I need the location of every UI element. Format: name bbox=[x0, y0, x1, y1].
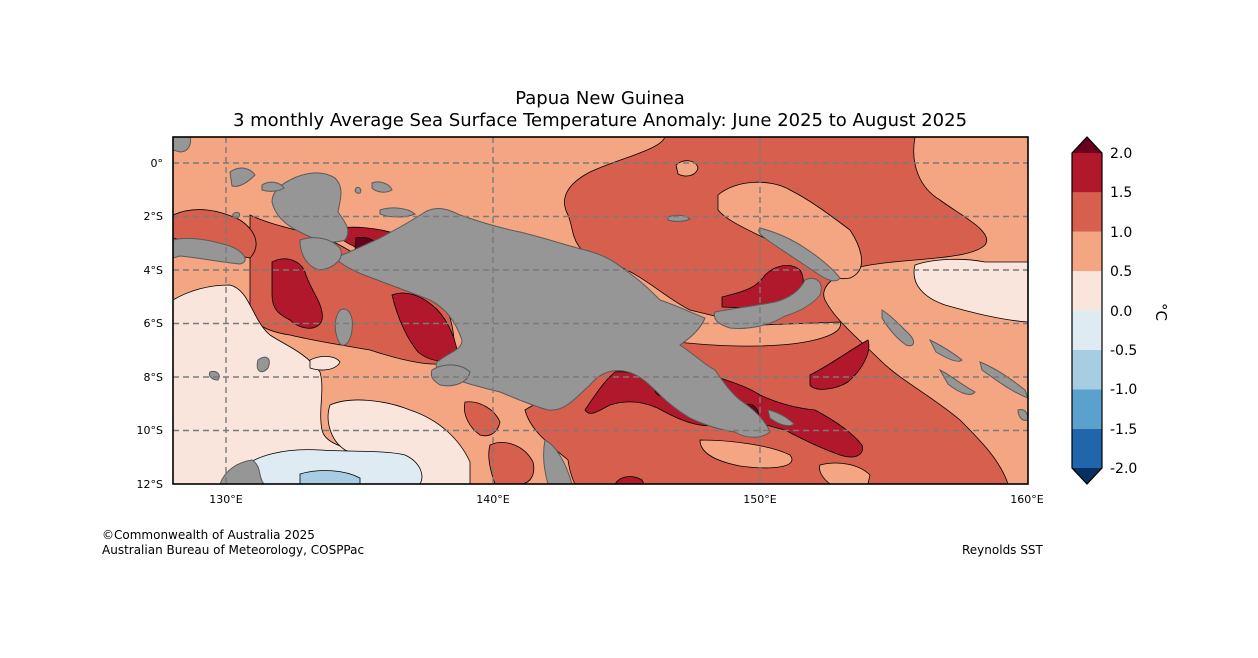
yapen-island bbox=[379, 207, 416, 218]
arnhem-land bbox=[219, 459, 265, 484]
louisiade-islands bbox=[767, 409, 795, 427]
colorbar-band-m2-0-m1-5 bbox=[1072, 428, 1102, 468]
lon-label-150e: 150°E bbox=[743, 493, 776, 506]
colorbar-tick-m2-0: -2.0 bbox=[1110, 461, 1137, 477]
colorbar-tick-2-0: 2.0 bbox=[1110, 146, 1132, 162]
colorbar-tick-m0-5: -0.5 bbox=[1110, 343, 1137, 359]
small-island-c bbox=[1017, 409, 1028, 421]
anomaly-0-5-1-0-region-east bbox=[823, 137, 1028, 484]
organisation-text: Australian Bureau of Meteorology, COSPPa… bbox=[102, 543, 365, 557]
colorbar-unit-label: °C bbox=[1152, 303, 1170, 321]
data-source-text: Reynolds SST bbox=[962, 543, 1043, 557]
lat-label-8s: 8°S bbox=[144, 371, 163, 384]
lat-label-10s: 10°S bbox=[137, 424, 163, 437]
lat-label-6s: 6°S bbox=[144, 317, 163, 330]
solomon-islands-c bbox=[979, 361, 1028, 399]
small-island-b bbox=[232, 211, 241, 219]
bomberai-peninsula bbox=[299, 237, 342, 271]
map-frame bbox=[172, 136, 1029, 485]
colorbar-tick-1-5: 1.5 bbox=[1110, 185, 1132, 201]
chart-subtitle: 3 monthly Average Sea Surface Temperatur… bbox=[232, 110, 968, 131]
chart-title: Papua New Guinea bbox=[515, 88, 685, 109]
small-island-d bbox=[209, 371, 220, 381]
colorbar-tick-0-5: 0.5 bbox=[1110, 264, 1132, 280]
colorbar-tick-1-0: 1.0 bbox=[1110, 225, 1132, 241]
anomaly-1-5-2-0-region-gulf-west bbox=[271, 258, 323, 329]
solomon-islands-a bbox=[928, 338, 963, 362]
anomaly-m0-5-0-0-region bbox=[234, 449, 423, 484]
colorbar-band-1-0-1-5 bbox=[1072, 192, 1102, 232]
lat-label-12s: 12°S bbox=[137, 478, 163, 491]
anomaly-0-5-1-0-region-south bbox=[699, 439, 793, 469]
anomaly-1-5-2-0-region-coral-sea bbox=[614, 476, 645, 484]
colorbar bbox=[1071, 136, 1103, 485]
cape-york-peninsula bbox=[543, 439, 573, 484]
aru-islands bbox=[334, 308, 353, 346]
buru-island bbox=[173, 137, 191, 153]
small-island-a bbox=[354, 187, 362, 194]
colorbar-band-m1-0-m0-5 bbox=[1072, 350, 1102, 390]
biak-island bbox=[371, 181, 393, 193]
new-guinea-island bbox=[334, 208, 771, 438]
bougainville-island bbox=[881, 309, 914, 347]
anomaly-0-0-0-5-region-east bbox=[913, 258, 1028, 323]
lon-label-160e: 160°E bbox=[1010, 493, 1043, 506]
solomon-islands-b bbox=[938, 368, 976, 395]
anomaly-1-0-1-5-patch-coral bbox=[463, 401, 501, 437]
colorbar-over-arrow bbox=[1072, 137, 1102, 153]
colorbar-tick-m1-5: -1.5 bbox=[1110, 422, 1137, 438]
waigeo-island bbox=[261, 181, 285, 192]
frederik-hendrik-island bbox=[430, 364, 471, 387]
anomaly-m1-0-m0-5-patch bbox=[299, 470, 361, 484]
copyright-text: ©Commonwealth of Australia 2025 bbox=[102, 528, 315, 542]
anomaly-1-0-1-5-patch-south bbox=[488, 442, 535, 484]
colorbar-under-arrow bbox=[1072, 468, 1102, 484]
land bbox=[173, 137, 1028, 484]
anomaly-0-5-1-0-region-se bbox=[819, 462, 871, 484]
seram-island bbox=[173, 237, 246, 265]
new-ireland-island bbox=[758, 227, 841, 282]
graticule bbox=[173, 137, 1028, 484]
halmahera-island bbox=[229, 167, 256, 187]
birds-head-peninsula bbox=[271, 172, 349, 243]
anomaly-1-0-1-5-patch-north bbox=[675, 160, 699, 177]
new-britain-island bbox=[713, 277, 822, 329]
tanimbar-islands bbox=[256, 356, 270, 373]
colorbar-tick-0-0: 0.0 bbox=[1110, 304, 1132, 320]
lat-label-2s: 2°S bbox=[144, 210, 163, 223]
colorbar-tick-m1-0: -1.0 bbox=[1110, 382, 1137, 398]
colorbar-band-0-5-1-0 bbox=[1072, 231, 1102, 272]
map-area bbox=[173, 137, 1028, 484]
lat-label-0: 0° bbox=[151, 157, 164, 170]
lon-label-140e: 140°E bbox=[476, 493, 509, 506]
colorbar-band-0-0-0-5 bbox=[1072, 271, 1102, 311]
colorbar-band-m0-5-0-0 bbox=[1072, 310, 1102, 350]
lon-label-130e: 130°E bbox=[209, 493, 242, 506]
lat-label-4s: 4°S bbox=[144, 264, 163, 277]
colorbar-band-1-5-2-0 bbox=[1072, 153, 1102, 193]
colorbar-band-m1-5-m1-0 bbox=[1072, 389, 1102, 429]
anomaly-0-0-0-5-region-southeast bbox=[327, 399, 471, 484]
anomaly-0-0-0-5-patch-arafura bbox=[309, 356, 341, 371]
